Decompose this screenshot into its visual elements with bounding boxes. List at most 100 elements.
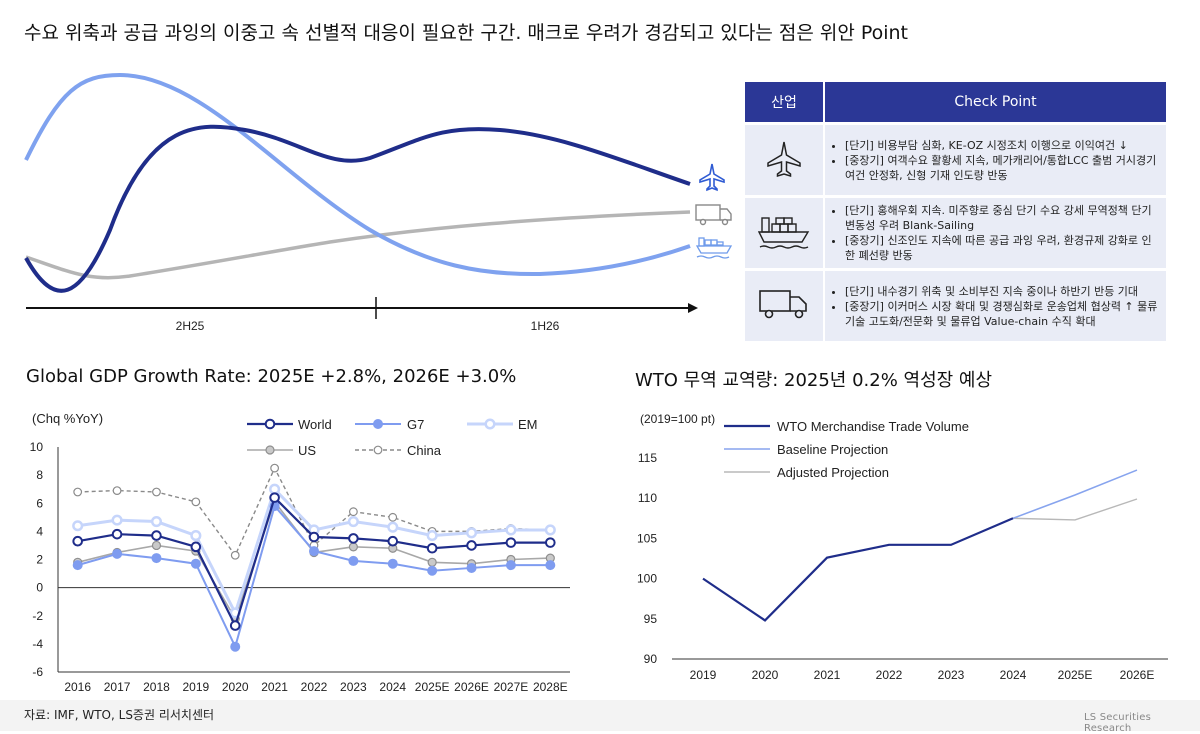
data-point-china	[348, 507, 358, 517]
x-tick-label: 2024	[379, 680, 406, 694]
data-point-em	[111, 514, 123, 526]
table-header-check-point: Check Point	[824, 82, 1166, 124]
x-tick-label: 2016	[64, 680, 91, 694]
legend-label-china: China	[407, 443, 442, 458]
check-point-table: 산업 Check Point [단기] 비용부담 심화, KE-OZ 시정조치 …	[745, 82, 1166, 341]
data-point-world	[111, 528, 123, 540]
data-point-china	[191, 497, 201, 507]
data-point-em	[387, 521, 399, 533]
data-point-g7	[545, 560, 556, 571]
y-tick-label: 4	[36, 524, 43, 538]
x-tick-label: 2027E	[494, 680, 529, 694]
x-tick-label: 2020	[752, 668, 779, 682]
legend-marker-china	[373, 445, 383, 455]
series-line-us	[77, 500, 551, 621]
data-point-china	[388, 512, 398, 522]
legend-marker-g7	[373, 419, 383, 429]
x-tick-label: 2024	[1000, 668, 1027, 682]
y-tick-label: -6	[32, 665, 43, 679]
legend-label-adjusted-projection: Adjusted Projection	[777, 465, 889, 480]
x-tick-label: 2019	[690, 668, 717, 682]
legend-label-baseline-projection: Baseline Projection	[777, 442, 888, 457]
gdp-chart-title: Global GDP Growth Rate: 2025E +2.8%, 202…	[26, 366, 517, 387]
data-point-g7	[72, 560, 83, 571]
x-tick-label: 2017	[104, 680, 131, 694]
series-line-world	[77, 495, 551, 629]
list-item: [단기] 내수경기 위축 및 소비부진 지속 중이나 하반기 반등 기대	[845, 284, 1160, 299]
timeline-label-2h25: 2H25	[176, 319, 205, 333]
truck-icon	[695, 204, 732, 226]
legend-label-wto-merchandise-trade-volume: WTO Merchandise Trade Volume	[777, 419, 969, 434]
list-item: [중장기] 여객수요 활황세 지속, 메가캐리어/통합LCC 출범 거시경기 여…	[845, 153, 1160, 183]
y-tick-label: 115	[638, 451, 657, 465]
x-tick-label: 2022	[876, 668, 903, 682]
data-point-world	[545, 537, 556, 548]
data-point-us	[348, 542, 358, 552]
list-item: [중장기] 신조인도 지속에 따른 공급 과잉 우려, 환경규제 강화로 인한 …	[845, 233, 1160, 263]
trend-curve-lightblue	[24, 72, 691, 277]
wto-chart-title: WTO 무역 교역량: 2025년 0.2% 역성장 예상	[635, 370, 993, 391]
x-tick-label: 2023	[938, 668, 965, 682]
list-item: [단기] 비용부담 심화, KE-OZ 시정조치 이행으로 이익여건 ↓	[845, 138, 1160, 153]
legend-marker-em	[484, 418, 496, 430]
y-tick-label: 110	[638, 491, 657, 505]
legend-label-g7: G7	[407, 417, 424, 432]
legend-label-world: World	[298, 417, 332, 432]
data-point-world	[308, 531, 320, 543]
trend-curve-navy	[24, 124, 691, 293]
x-tick-label: 2019	[182, 680, 209, 694]
x-tick-label: 2025E	[415, 680, 450, 694]
data-point-em	[544, 524, 556, 536]
y-tick-label: 6	[36, 496, 43, 510]
data-point-world	[426, 542, 438, 554]
data-point-world	[466, 540, 477, 551]
data-point-world	[151, 530, 162, 541]
data-point-world	[505, 537, 517, 548]
y-tick-label: 10	[30, 440, 44, 454]
data-point-g7	[427, 565, 438, 576]
data-point-g7	[309, 546, 319, 557]
data-point-g7	[348, 555, 359, 566]
data-point-world	[72, 535, 83, 547]
data-point-world	[269, 492, 280, 503]
x-tick-label: 2021	[261, 680, 288, 694]
data-point-g7	[505, 560, 516, 571]
footer-bar	[0, 700, 1200, 731]
y-tick-label: -4	[32, 637, 43, 651]
y-tick-label: 100	[637, 572, 657, 586]
data-point-em	[505, 524, 517, 536]
data-point-world	[229, 620, 241, 631]
data-point-g7	[112, 548, 123, 559]
data-point-g7	[230, 641, 241, 652]
data-point-g7	[151, 553, 162, 564]
legend-marker-world	[264, 418, 276, 430]
legend-label-em: EM	[518, 417, 538, 432]
list-item: [중장기] 이커머스 시장 확대 및 경쟁심화로 운송업체 협상력 ↑ 물류기술…	[845, 299, 1160, 329]
data-point-em	[269, 483, 281, 495]
legend-label-us: US	[298, 443, 316, 458]
headline: 수요 위축과 공급 과잉의 이중고 속 선별적 대응이 필요한 구간. 매크로 …	[24, 22, 909, 44]
data-point-world	[387, 535, 399, 547]
x-tick-label: 2025E	[1058, 668, 1093, 682]
table-row: [단기] 비용부담 심화, KE-OZ 시정조치 이행으로 이익여건 ↓ [중장…	[745, 122, 1166, 197]
cargo-ship-icon	[695, 237, 733, 259]
legend-marker-us	[265, 445, 275, 455]
series-line-wto-merchandise-trade-volume	[702, 517, 1014, 622]
truck-icon	[759, 289, 807, 318]
data-point-us	[427, 557, 437, 567]
timeline-label-1h26: 1H26	[531, 319, 560, 333]
airplane-icon	[767, 141, 801, 177]
y-tick-label: 105	[637, 531, 657, 545]
gdp-growth-chart: (Chq %YoY) 10 8 6 4 2 0 -2 -4 -6 2016 2017 2018 2019 2…	[30, 411, 570, 694]
list-item: [단기] 홍해우회 지속. 미주향로 중심 단기 수요 강세 무역정책 단기 변…	[845, 203, 1160, 233]
y-tick-label: 8	[36, 468, 43, 482]
x-tick-label: 2018	[143, 680, 170, 694]
y-tick-label: 95	[644, 612, 658, 626]
y-tick-label: 90	[644, 652, 658, 666]
y-axis-label: (Chq %YoY)	[32, 411, 103, 426]
data-point-world	[190, 541, 202, 553]
table-header-industry: 산업	[745, 82, 825, 124]
data-point-world	[348, 533, 359, 544]
cargo-ship-icon	[757, 216, 810, 249]
brand-label: LS Securities Research	[1084, 712, 1151, 734]
